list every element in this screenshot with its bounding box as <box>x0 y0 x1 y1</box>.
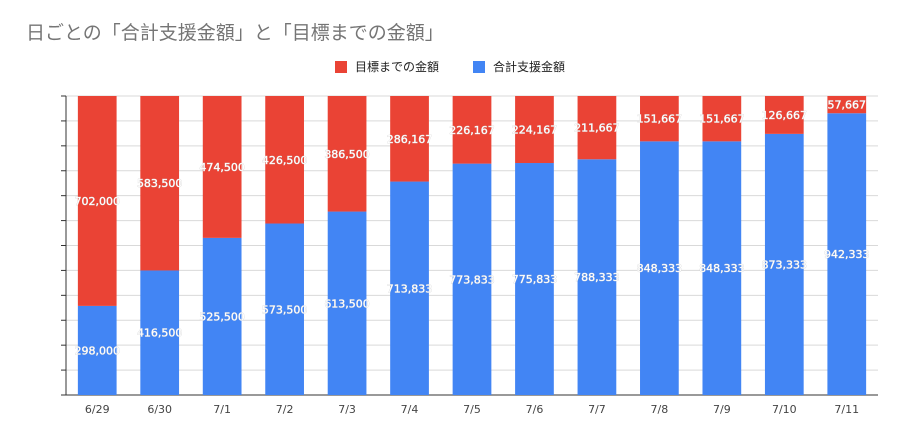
data-label-total-2: 525,500 <box>199 310 245 323</box>
legend-swatch-remaining <box>334 60 347 73</box>
data-label-remaining-6: 226,167 <box>449 124 495 137</box>
chart-title: 日ごとの「合計支援金額」と「目標までの金額」 <box>26 22 444 44</box>
x-tick-label-10: 7/9 <box>713 403 731 416</box>
bar-total-12 <box>827 113 867 395</box>
bar-total-5 <box>390 181 429 395</box>
data-label-total-4: 613,500 <box>324 297 370 310</box>
bar-total-1 <box>140 270 180 395</box>
x-tick-label-6: 7/5 <box>463 403 481 416</box>
legend-swatch-total <box>473 60 485 73</box>
bar-total-7 <box>515 163 554 395</box>
bar-remaining-0 <box>77 96 117 306</box>
bar-remaining-9 <box>640 96 679 142</box>
bar-total-0 <box>77 305 117 395</box>
bar-remaining-7 <box>515 96 554 164</box>
data-label-total-5: 713,833 <box>387 282 433 295</box>
data-label-total-6: 773,833 <box>449 273 495 286</box>
data-label-remaining-9: 151,667 <box>637 113 683 126</box>
legend-item-total: 合計支援金額 <box>473 58 565 75</box>
x-tick-label-1: 6/30 <box>147 403 172 416</box>
x-tick-label-8: 7/7 <box>588 403 606 416</box>
x-tick-label-12: 7/11 <box>834 403 859 416</box>
legend: 目標までの金額 合計支援金額 <box>0 58 900 75</box>
bar-remaining-4 <box>327 96 367 212</box>
data-label-remaining-11: 126,667 <box>762 109 808 122</box>
data-label-total-11: 873,333 <box>762 258 808 271</box>
x-tick-label-7: 7/6 <box>526 403 544 416</box>
bar-remaining-3 <box>265 96 304 224</box>
x-tick-label-2: 7/1 <box>213 403 231 416</box>
bar-remaining-10 <box>702 96 742 142</box>
data-label-total-3: 573,500 <box>262 303 308 316</box>
bar-total-3 <box>265 223 304 395</box>
data-label-remaining-10: 151,667 <box>699 113 745 126</box>
data-label-remaining-4: 386,500 <box>324 148 370 161</box>
data-label-remaining-5: 286,167 <box>387 133 433 146</box>
bar-remaining-2 <box>202 96 242 238</box>
data-label-remaining-8: 211,667 <box>574 122 620 135</box>
legend-label-remaining: 目標までの金額 <box>354 60 439 74</box>
bar-total-6 <box>452 163 492 395</box>
data-label-total-12: 942,333 <box>824 248 870 261</box>
x-tick-label-9: 7/8 <box>651 403 669 416</box>
bar-total-9 <box>640 141 679 395</box>
data-label-remaining-0: 702,000 <box>74 195 120 208</box>
bar-remaining-1 <box>140 96 180 271</box>
bar-total-4 <box>327 211 367 395</box>
legend-item-remaining: 目標までの金額 <box>334 58 439 75</box>
bar-remaining-8 <box>577 96 617 160</box>
legend-label-total: 合計支援金額 <box>493 60 566 74</box>
data-label-total-7: 775,833 <box>512 273 558 286</box>
bar-remaining-12 <box>827 96 867 114</box>
x-tick-label-5: 7/4 <box>401 403 419 416</box>
data-label-total-10: 848,333 <box>699 262 745 275</box>
data-label-total-8: 788,333 <box>574 271 620 284</box>
bar-remaining-11 <box>764 96 804 134</box>
data-label-total-1: 416,500 <box>137 327 183 340</box>
bar-total-10 <box>702 141 742 395</box>
bar-total-2 <box>202 237 242 395</box>
x-tick-label-4: 7/3 <box>338 403 356 416</box>
data-label-remaining-1: 583,500 <box>137 177 183 190</box>
bar-remaining-5 <box>390 96 429 182</box>
data-label-remaining-12: 57,667 <box>828 99 867 112</box>
bar-remaining-6 <box>452 96 492 164</box>
data-label-total-0: 298,000 <box>74 344 120 357</box>
x-tick-label-0: 6/29 <box>85 403 110 416</box>
bar-total-8 <box>577 159 617 395</box>
data-label-remaining-2: 474,500 <box>199 161 245 174</box>
x-tick-label-11: 7/10 <box>772 403 797 416</box>
bar-total-11 <box>764 133 804 396</box>
x-tick-label-3: 7/2 <box>276 403 294 416</box>
data-label-remaining-3: 426,500 <box>262 154 308 167</box>
data-label-remaining-7: 224,167 <box>512 124 558 137</box>
data-label-total-9: 848,333 <box>637 262 683 275</box>
